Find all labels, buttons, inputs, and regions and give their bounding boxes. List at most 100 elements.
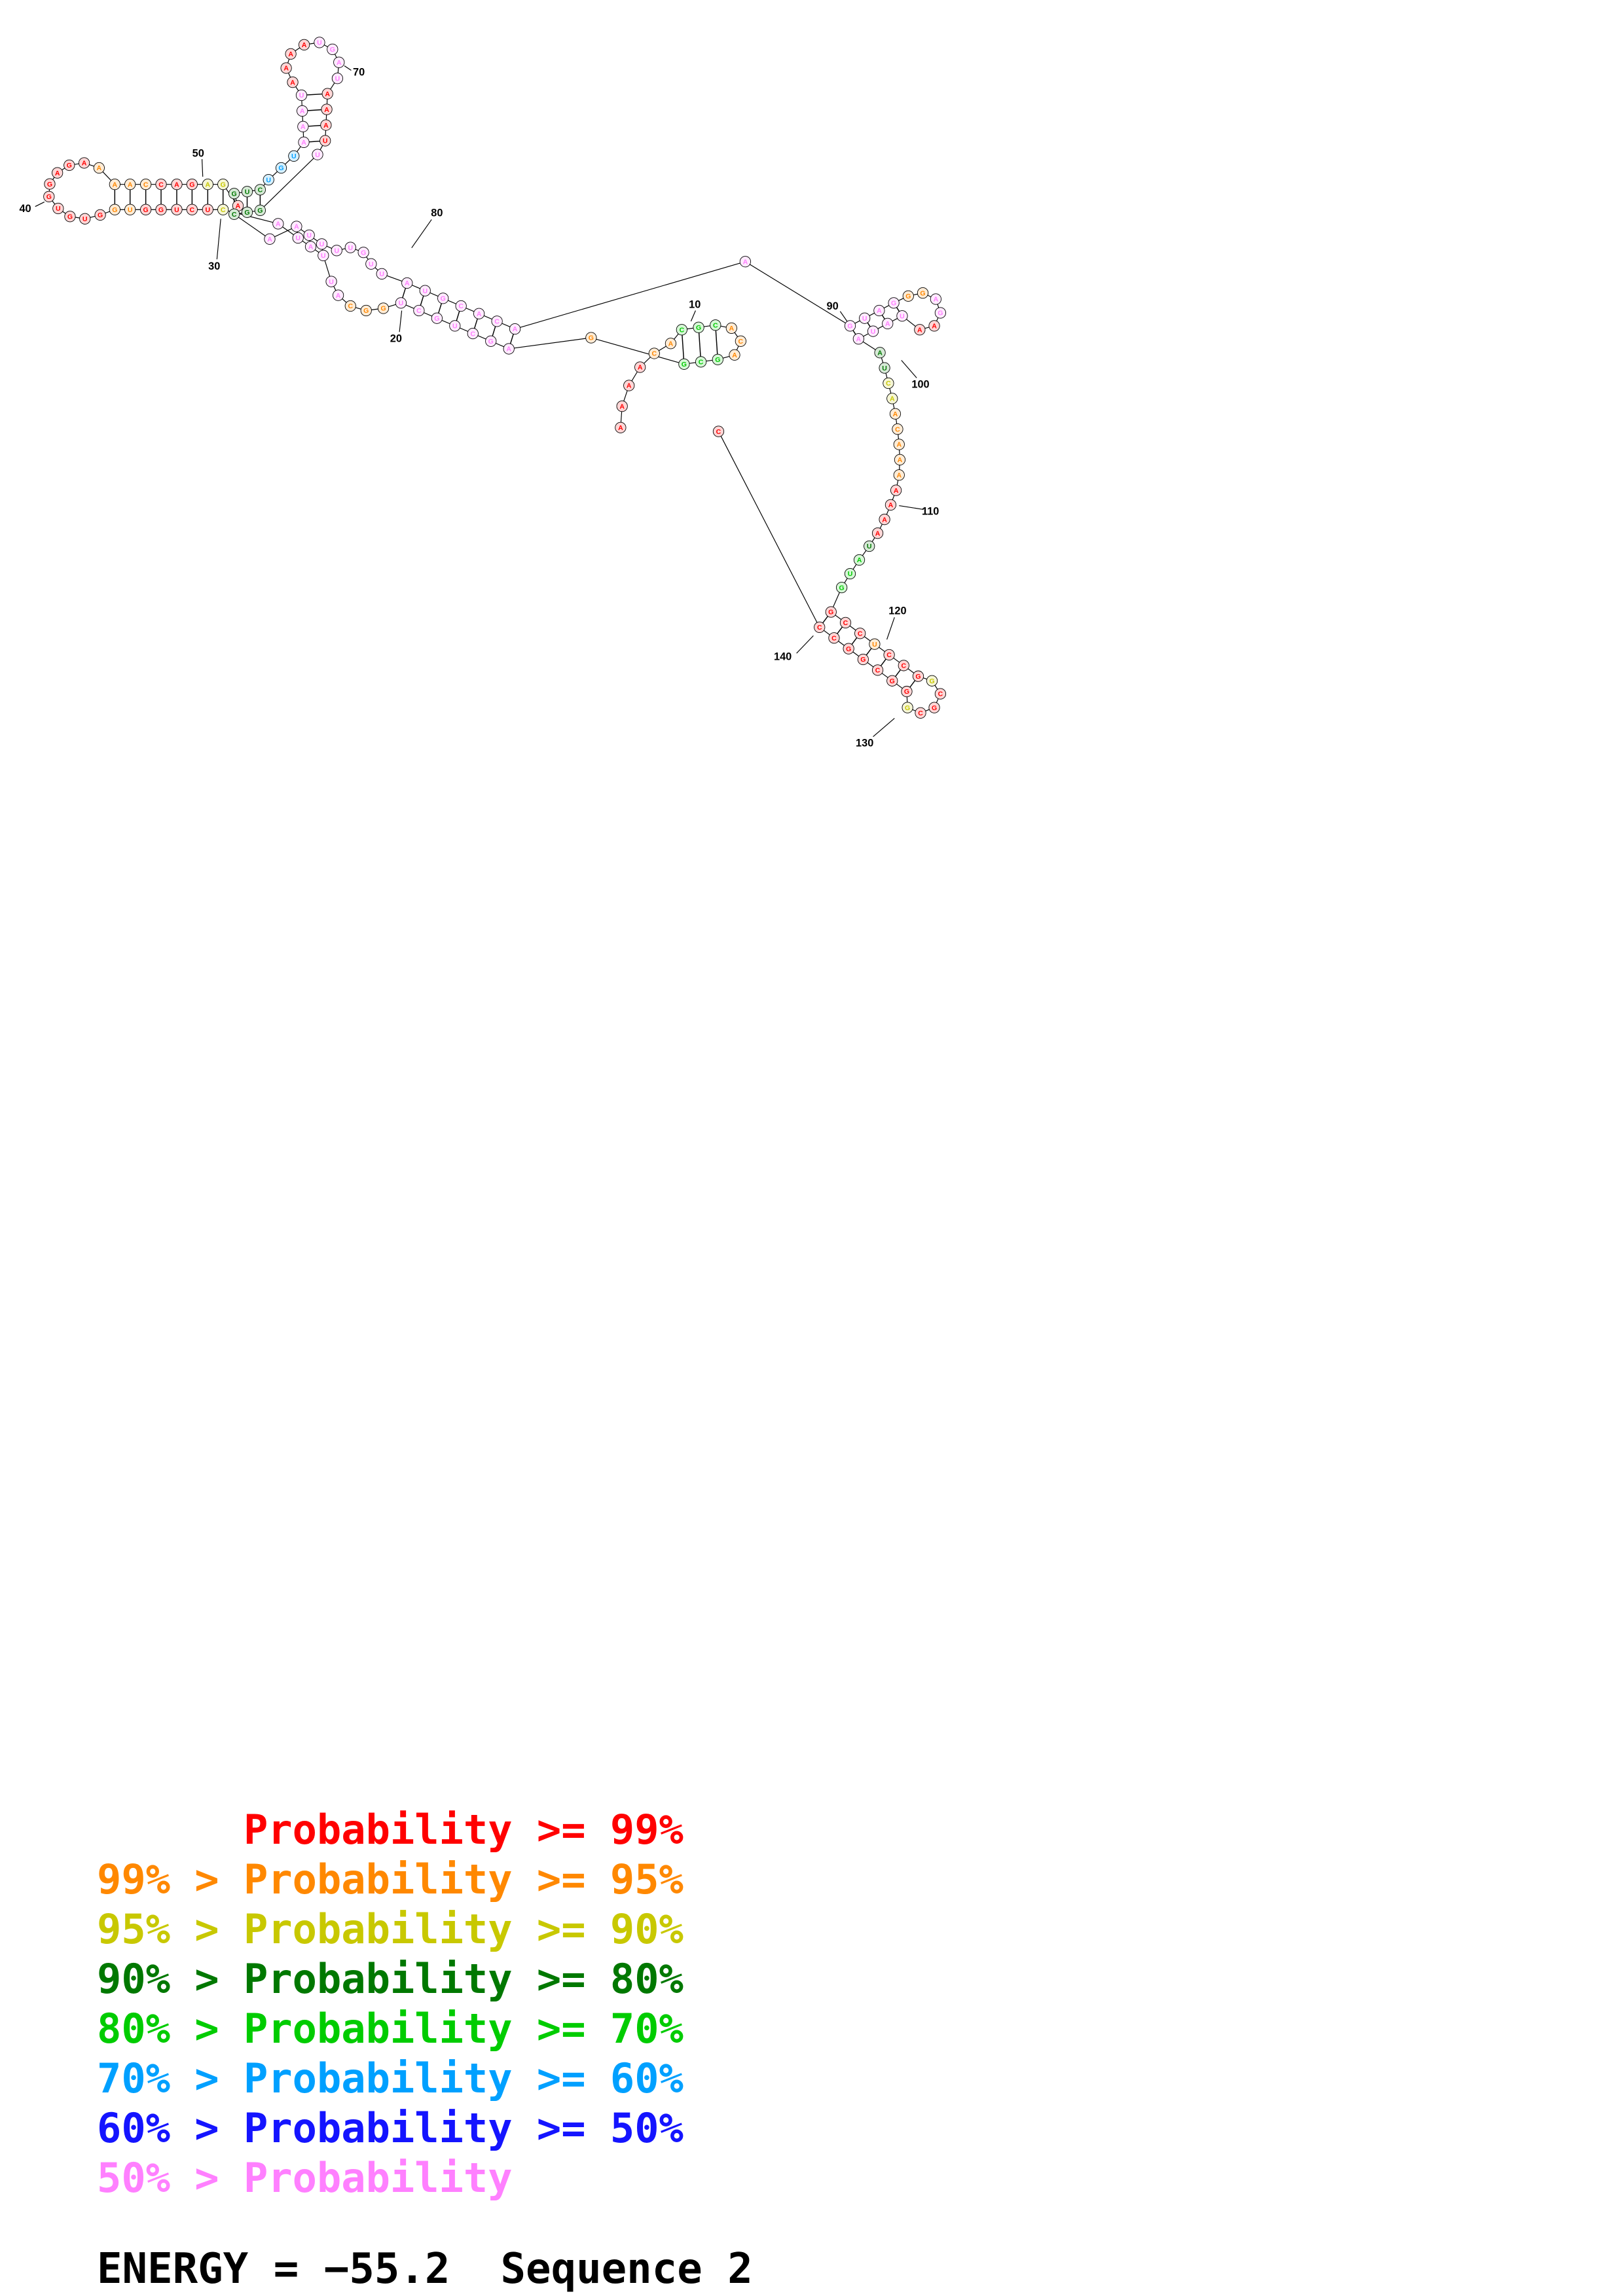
nucleotide-letter: A: [301, 139, 306, 147]
nucleotide-letter: C: [895, 425, 900, 433]
nucleotide-letter: A: [618, 424, 623, 432]
nucleotide: G: [357, 247, 369, 259]
nucleotide-circle: [853, 554, 866, 566]
nucleotide: A: [879, 513, 890, 526]
nucleotide-letter: A: [896, 441, 902, 449]
nucleotide-circle: [695, 356, 707, 368]
nucleotide: G: [44, 178, 56, 190]
nucleotide: U: [295, 89, 308, 101]
nucleotide: C: [217, 204, 229, 215]
nucleotide-letter: A: [283, 65, 289, 73]
nucleotide-letter: A: [276, 221, 281, 228]
nucleotide-letter: G: [920, 289, 925, 297]
nucleotide: A: [401, 277, 413, 289]
nucleotide-letter: U: [317, 39, 322, 47]
nucleotide-circle: [333, 56, 345, 68]
nucleotide-letter: C: [458, 302, 464, 310]
nucleotide-letter: G: [846, 645, 851, 653]
nucleotide: G: [64, 211, 76, 223]
nucleotide-circle: [52, 202, 64, 215]
nucleotide: G: [43, 190, 55, 202]
position-label-tick: [411, 219, 432, 249]
nucleotide-letter: C: [902, 662, 907, 670]
nucleotide: A: [304, 241, 317, 253]
nucleotide-circle: [888, 297, 900, 309]
nucleotide-letter: U: [882, 365, 887, 372]
nucleotide: G: [902, 290, 914, 302]
nucleotide: G: [886, 675, 898, 687]
nucleotide: A: [889, 408, 902, 420]
nucleotide-circle: [325, 276, 337, 287]
nucleotide-circle: [291, 221, 302, 232]
nucleotide: U: [419, 285, 431, 296]
nucleotide-circle: [263, 174, 274, 186]
nucleotide-letter: A: [856, 335, 862, 343]
nucleotide-circle: [844, 320, 856, 332]
nucleotide-letter: C: [716, 428, 721, 436]
nucleotide-letter: U: [335, 75, 340, 82]
nucleotide-circle: [735, 335, 746, 347]
nucleotide-circle: [814, 621, 826, 634]
nucleotide: G: [926, 675, 938, 687]
nucleotide-circle: [280, 62, 292, 74]
legend-line: 99% > Probability >= 95%: [97, 1856, 684, 1903]
nucleotide-circle: [44, 178, 56, 190]
basepair-line: [698, 327, 702, 362]
nucleotide-circle: [912, 670, 924, 682]
nucleotide-letter: G: [46, 193, 52, 201]
nucleotide-circle: [828, 632, 840, 644]
nucleotide: A: [884, 499, 897, 511]
nucleotide-letter: C: [886, 380, 891, 387]
nucleotide: G: [857, 653, 869, 666]
nucleotide-circle: [857, 653, 869, 666]
nucleotide-letter: C: [470, 330, 475, 338]
nucleotide-circle: [413, 304, 425, 317]
nucleotide-circle: [79, 213, 91, 224]
nucleotide-letter: U: [379, 270, 384, 278]
nucleotide-letter: G: [589, 334, 594, 342]
nucleotide-letter: U: [291, 152, 297, 160]
nucleotide: U: [303, 229, 315, 242]
nucleotide-circle: [64, 211, 76, 223]
nucleotide-letter: U: [369, 260, 374, 268]
nucleotide-circle: [295, 89, 308, 101]
nucleotide: C: [814, 621, 826, 634]
nucleotide: C: [854, 628, 866, 639]
nucleotide-circle: [889, 408, 902, 420]
nucleotide-letter: U: [56, 205, 61, 213]
backbone-line: [259, 154, 318, 211]
nucleotide-circle: [155, 204, 167, 215]
nucleotide-circle: [869, 638, 881, 650]
nucleotide-letter: G: [232, 190, 237, 198]
nucleotide: G: [437, 293, 449, 304]
position-label-tick: [899, 505, 924, 510]
nucleotide-circle: [892, 423, 903, 435]
nucleotide-circle: [665, 338, 677, 350]
nucleotide: A: [333, 56, 345, 68]
nucleotide-letter: G: [860, 656, 866, 664]
nucleotide-letter: G: [696, 324, 701, 332]
position-label-tick: [901, 360, 917, 378]
nucleotide-circle: [871, 528, 884, 539]
nucleotide-circle: [879, 362, 890, 374]
nucleotide-circle: [843, 643, 854, 655]
nucleotide-circle: [615, 422, 627, 433]
nucleotide-circle: [94, 209, 106, 221]
nucleotide: U: [869, 638, 881, 650]
nucleotide-letter: U: [334, 247, 339, 255]
nucleotide: U: [896, 310, 908, 322]
backbone-line: [745, 261, 850, 327]
nucleotide: A: [725, 322, 737, 334]
basepair-line: [681, 329, 685, 365]
nucleotide: U: [312, 149, 323, 160]
nucleotide: U: [325, 276, 337, 287]
nucleotide-circle: [491, 315, 503, 327]
nucleotide-letter: U: [206, 206, 211, 214]
nucleotide-circle: [318, 249, 329, 261]
nucleotide-letter: A: [877, 307, 882, 315]
nucleotide: C: [898, 660, 909, 672]
nucleotide: G: [360, 304, 372, 317]
nucleotide-circle: [883, 649, 895, 661]
nucleotide-circle: [455, 300, 467, 312]
